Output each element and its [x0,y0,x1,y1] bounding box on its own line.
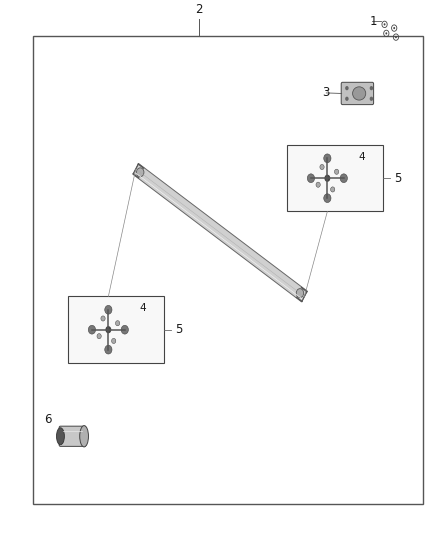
Circle shape [112,338,116,343]
Bar [287,145,383,212]
Circle shape [307,174,314,183]
Circle shape [345,86,349,90]
Circle shape [106,326,111,333]
Circle shape [370,96,373,101]
Circle shape [137,168,144,177]
Bar [33,36,423,504]
Circle shape [325,175,330,182]
Text: 4: 4 [140,303,146,313]
Circle shape [324,154,331,163]
Circle shape [320,164,324,169]
Circle shape [316,182,320,187]
Text: 6: 6 [44,413,52,426]
Circle shape [335,169,339,174]
FancyBboxPatch shape [59,426,86,446]
Circle shape [395,36,397,38]
Circle shape [121,325,128,334]
Circle shape [296,289,304,297]
Ellipse shape [80,426,88,447]
Circle shape [345,96,349,101]
Circle shape [116,321,120,326]
Circle shape [370,86,373,90]
Circle shape [97,334,101,339]
Circle shape [331,187,335,192]
FancyBboxPatch shape [341,82,374,104]
Circle shape [88,325,95,334]
Text: 3: 3 [322,86,329,100]
Text: 4: 4 [359,152,365,162]
Circle shape [384,23,385,26]
Circle shape [105,305,112,314]
Ellipse shape [57,428,64,445]
Ellipse shape [353,87,366,100]
Polygon shape [133,164,307,302]
Circle shape [101,316,105,321]
Text: 1: 1 [370,15,378,28]
Text: 5: 5 [394,172,402,185]
Circle shape [105,345,112,354]
Circle shape [324,194,331,203]
Bar [68,296,164,363]
Circle shape [385,33,387,35]
Circle shape [340,174,347,183]
Text: 5: 5 [175,323,183,336]
Circle shape [393,27,395,29]
Text: 2: 2 [195,3,203,17]
